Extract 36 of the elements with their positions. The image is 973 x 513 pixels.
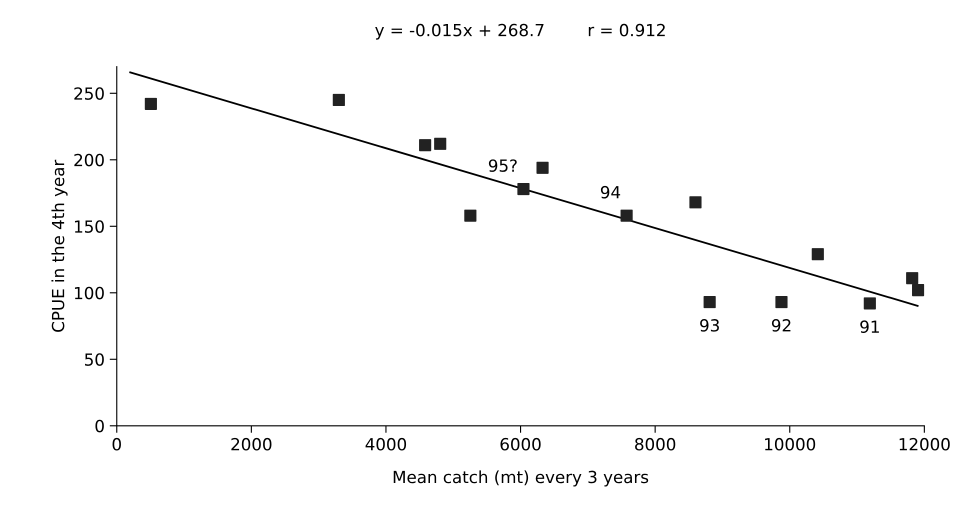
y-tick-label: 0 xyxy=(95,420,104,432)
y-tick-label: 150 xyxy=(74,220,104,233)
annotation: 95? xyxy=(488,159,517,172)
point xyxy=(912,284,924,296)
x-tick-label: 6000 xyxy=(500,438,541,450)
x-tick-label: 0 xyxy=(112,438,121,450)
y-tick-label: 50 xyxy=(85,353,104,366)
point xyxy=(704,296,716,308)
point xyxy=(620,210,633,222)
y-tick-label: 100 xyxy=(74,286,104,300)
point xyxy=(864,297,876,310)
point xyxy=(517,182,530,196)
point xyxy=(536,162,549,174)
x-tick-label: 2000 xyxy=(231,438,272,450)
annotation: 92 xyxy=(772,319,790,332)
point xyxy=(464,210,476,222)
annotation: 94 xyxy=(600,186,620,199)
y-axis-title: CPUE in the 4th year xyxy=(51,160,68,332)
y-tick-label: 250 xyxy=(74,87,104,100)
annotation: 93 xyxy=(700,319,719,332)
x-tick-label: 10000 xyxy=(765,438,816,450)
annotation: 91 xyxy=(860,320,879,333)
x-axis-title: Mean catch (mt) every 3 years xyxy=(394,470,648,487)
y-tick-label: 200 xyxy=(74,154,104,166)
point xyxy=(419,139,432,152)
point xyxy=(775,296,788,308)
x-tick-label: 12000 xyxy=(900,438,950,450)
x-tick-label: 4000 xyxy=(366,438,406,450)
point xyxy=(906,272,918,284)
point xyxy=(434,138,446,150)
point xyxy=(812,248,824,260)
point xyxy=(689,196,702,208)
point xyxy=(144,98,157,110)
chart-title: y = -0.015x + 268.7 r = 0.912 xyxy=(375,24,665,40)
point xyxy=(332,94,345,106)
x-tick-label: 8000 xyxy=(635,438,676,450)
